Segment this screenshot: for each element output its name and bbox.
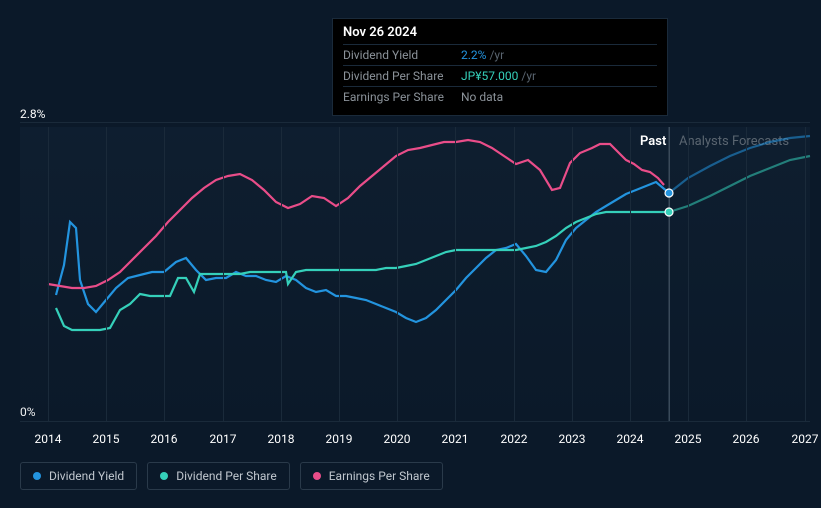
past-label: Past <box>640 134 666 149</box>
x-tick: 2017 <box>210 432 237 446</box>
tooltip-date: Nov 26 2024 <box>343 25 657 44</box>
tooltip-row-value: 2.2%/yr <box>461 48 504 62</box>
gridline-v <box>746 127 747 421</box>
tooltip-row-label: Dividend Yield <box>343 48 461 62</box>
legend-dot-icon <box>160 472 168 480</box>
gridline-v <box>630 127 631 421</box>
tooltip-row-value: No data <box>461 90 503 104</box>
gridline-top <box>20 122 810 123</box>
gridline-v <box>164 127 165 421</box>
legend-item-dividend-per-share[interactable]: Dividend Per Share <box>147 462 290 490</box>
legend-dot-icon <box>33 472 41 480</box>
gridline-v <box>223 127 224 421</box>
x-tick: 2016 <box>151 432 178 446</box>
tooltip-row: Dividend Per ShareJP¥57.000/yr <box>343 65 657 86</box>
gridline-v <box>688 127 689 421</box>
legend-label: Dividend Per Share <box>176 469 277 483</box>
gridline-v <box>397 127 398 421</box>
x-tick: 2019 <box>326 432 353 446</box>
x-tick: 2023 <box>559 432 586 446</box>
x-tick: 2014 <box>35 432 62 446</box>
x-tick: 2015 <box>93 432 120 446</box>
gridline-v <box>514 127 515 421</box>
gridline-v <box>48 127 49 421</box>
gridline-v <box>455 127 456 421</box>
tooltip-row-label: Dividend Per Share <box>343 69 461 83</box>
y-axis-top-label: 2.8% <box>20 107 45 121</box>
dividend-chart: 2.8% 0% Past Analysts Forecasts 20142015… <box>0 0 821 508</box>
plot-background <box>20 127 810 421</box>
chart-tooltip: Nov 26 2024 Dividend Yield2.2%/yrDividen… <box>332 18 668 116</box>
gridline-v <box>339 127 340 421</box>
gridline-v <box>281 127 282 421</box>
x-tick: 2026 <box>733 432 760 446</box>
x-tick: 2018 <box>268 432 295 446</box>
x-tick: 2022 <box>501 432 528 446</box>
gridline-v <box>572 127 573 421</box>
x-tick: 2025 <box>675 432 702 446</box>
tooltip-row: Earnings Per ShareNo data <box>343 86 657 107</box>
legend: Dividend Yield Dividend Per Share Earnings… <box>20 462 443 490</box>
x-tick: 2024 <box>617 432 644 446</box>
legend-label: Dividend Yield <box>49 469 124 483</box>
tooltip-row-value: JP¥57.000/yr <box>461 69 536 83</box>
forecast-label: Analysts Forecasts <box>679 134 789 149</box>
gridline-bottom <box>20 421 810 422</box>
gridline-v <box>805 127 806 421</box>
tooltip-row: Dividend Yield2.2%/yr <box>343 44 657 65</box>
plot-area[interactable] <box>20 127 810 421</box>
tooltip-row-unit: /yr <box>521 69 536 83</box>
legend-dot-icon <box>313 472 321 480</box>
past-forecast-divider <box>669 127 670 421</box>
tooltip-row-label: Earnings Per Share <box>343 90 461 104</box>
x-tick: 2021 <box>442 432 469 446</box>
legend-item-dividend-yield[interactable]: Dividend Yield <box>20 462 137 490</box>
gridline-v <box>106 127 107 421</box>
tooltip-row-unit: /yr <box>489 48 504 62</box>
legend-label: Earnings Per Share <box>329 469 430 483</box>
x-tick: 2027 <box>792 432 819 446</box>
legend-item-earnings-per-share[interactable]: Earnings Per Share <box>300 462 443 490</box>
x-tick: 2020 <box>384 432 411 446</box>
